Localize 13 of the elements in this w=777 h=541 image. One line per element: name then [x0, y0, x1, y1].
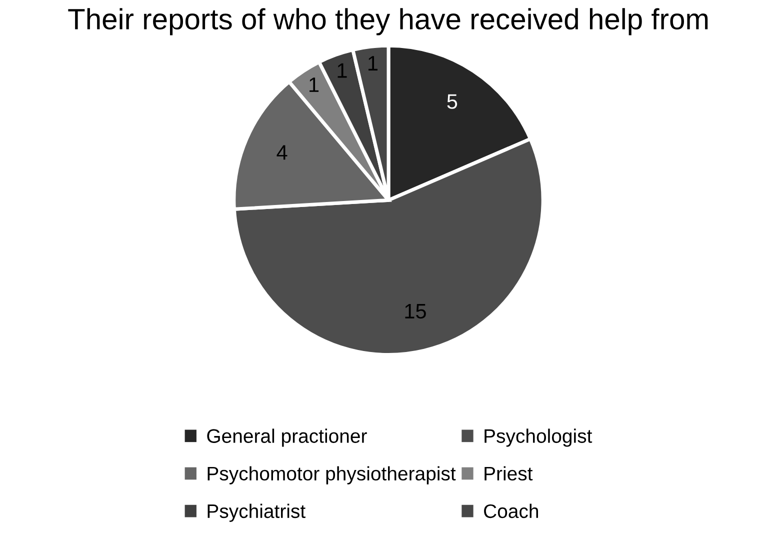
legend-label: Psychiatrist [208, 504, 306, 522]
data-label: 5 [447, 94, 458, 109]
data-label: 1 [368, 56, 378, 70]
legend-label: Coach [484, 504, 538, 518]
data-label: 1 [310, 78, 319, 92]
legend-label: General practioner [207, 428, 367, 447]
data-label: 4 [276, 145, 288, 160]
data-label: 1 [338, 63, 347, 78]
legend-label: Psychologist [484, 428, 592, 447]
chart-title: Their reports of who they have received help from [68, 8, 708, 36]
legend-label: Psychomotor physiotherapist [208, 466, 456, 484]
data-label: 15 [405, 304, 426, 319]
legend-label: Priest [484, 466, 533, 481]
